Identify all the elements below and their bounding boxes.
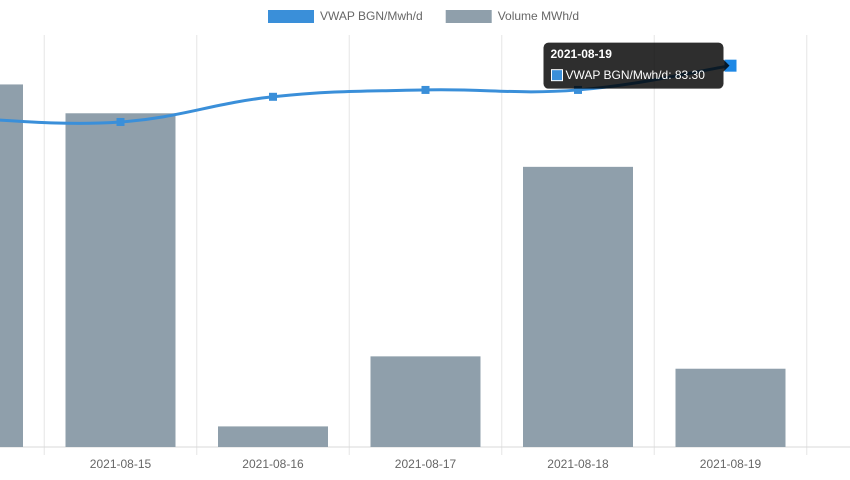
bar bbox=[218, 426, 328, 447]
bar bbox=[0, 84, 23, 447]
bar bbox=[675, 368, 786, 447]
x-tick-label: 2021-08-17 bbox=[395, 457, 457, 471]
tooltip-swatch bbox=[551, 69, 563, 82]
x-tick-label: 2021-08-19 bbox=[700, 457, 762, 471]
tooltip-title: 2021-08-19 bbox=[551, 47, 613, 61]
x-axis: 2021-08-142021-08-152021-08-162021-08-17… bbox=[90, 457, 762, 471]
point[interactable] bbox=[574, 85, 582, 94]
tooltip-box bbox=[543, 42, 724, 89]
point[interactable] bbox=[269, 92, 277, 101]
point[interactable] bbox=[724, 59, 737, 72]
legend-label[interactable]: VWAP BGN/Mwh/d bbox=[320, 9, 423, 23]
bar bbox=[523, 166, 633, 447]
tooltip-caret bbox=[723, 59, 730, 72]
x-tick-label: 2021-08-18 bbox=[547, 457, 609, 471]
bar bbox=[370, 356, 481, 447]
legend-swatch[interactable] bbox=[445, 10, 492, 23]
tooltip: 2021-08-19 VWAP BGN/Mwh/d: 83.30 bbox=[543, 42, 730, 89]
legend-swatch[interactable] bbox=[268, 10, 314, 23]
point[interactable] bbox=[421, 85, 430, 94]
x-tick-label: 2021-08-15 bbox=[90, 457, 152, 471]
bar bbox=[65, 113, 176, 447]
legend-label[interactable]: Volume MWh/d bbox=[498, 9, 579, 23]
bars bbox=[0, 84, 786, 447]
point[interactable] bbox=[116, 117, 125, 126]
tooltip-text: VWAP BGN/Mwh/d: 83.30 bbox=[566, 68, 706, 82]
x-tick-label: 2021-08-16 bbox=[242, 457, 304, 471]
legend: VWAP BGN/Mwh/d Volume MWh/d bbox=[268, 9, 579, 23]
